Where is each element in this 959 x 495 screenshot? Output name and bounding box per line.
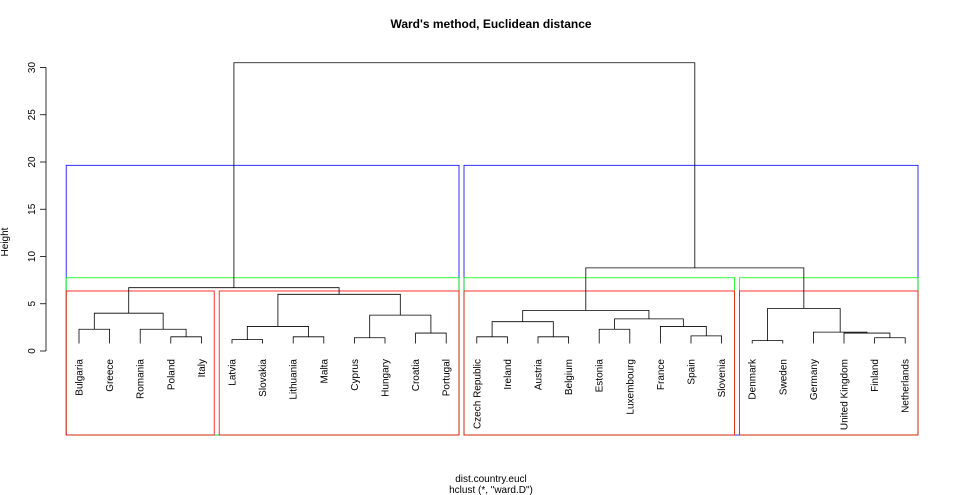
dendrogram-branch bbox=[246, 326, 309, 340]
y-axis-label: Height bbox=[0, 227, 11, 256]
dendrogram-tree bbox=[78, 62, 906, 344]
leaf-label: Estonia bbox=[595, 359, 606, 393]
dendrogram-branch bbox=[128, 287, 340, 314]
leaf-label: Romania bbox=[136, 359, 147, 399]
dendrogram-branch bbox=[690, 335, 722, 344]
leaf-label: Bulgaria bbox=[75, 359, 86, 396]
leaf-label: Germany bbox=[809, 359, 820, 400]
leaf-label: Italy bbox=[197, 359, 208, 377]
cluster-rectangle bbox=[739, 277, 919, 436]
leaf-label: Slovenia bbox=[717, 359, 728, 398]
dendrogram-branch bbox=[231, 339, 263, 344]
leaf-label: Poland bbox=[166, 359, 177, 390]
x-axis-subtitle: hclust (*, "ward.D") bbox=[449, 485, 533, 495]
dendrogram-branch bbox=[843, 332, 891, 344]
dendrogram-branch bbox=[170, 336, 202, 344]
cluster-rectangle bbox=[218, 290, 460, 436]
cluster-rectangle bbox=[65, 290, 215, 436]
leaf-label: Austria bbox=[534, 359, 545, 391]
y-tick-label: 30 bbox=[27, 62, 38, 74]
dendrogram-branch bbox=[537, 336, 569, 344]
y-tick-label: 10 bbox=[27, 251, 38, 263]
dendrogram-branch bbox=[751, 340, 784, 344]
leaf-label: Portugal bbox=[442, 359, 453, 396]
leaf-label: United Kingdom bbox=[840, 359, 851, 430]
chart-title: Ward's method, Euclidean distance bbox=[390, 17, 591, 31]
dendrogram-branch bbox=[277, 293, 401, 327]
y-tick-label: 0 bbox=[27, 348, 38, 354]
x-axis-label: dist.country.eucl bbox=[455, 474, 527, 485]
y-axis: 0 5 10 15 20 25 30 bbox=[27, 62, 47, 354]
leaf-label: Ireland bbox=[503, 359, 514, 390]
dendrogram-branch bbox=[813, 331, 868, 344]
leaf-label: Greece bbox=[105, 359, 116, 392]
dendrogram-branch bbox=[354, 337, 386, 344]
leaf-label: Croatia bbox=[411, 359, 422, 392]
dendrogram-branch bbox=[614, 318, 684, 330]
dendrogram-branch bbox=[415, 332, 447, 344]
dendrogram-branch bbox=[78, 328, 110, 344]
cluster-rectangle bbox=[463, 290, 735, 436]
leaf-label: Czech Republic bbox=[472, 359, 483, 429]
leaf-label: Cyprus bbox=[350, 359, 361, 391]
leaf-label: Lithuania bbox=[289, 359, 300, 400]
dendrogram-branch bbox=[767, 308, 841, 341]
dendrogram-branch bbox=[491, 321, 554, 337]
y-tick-label: 15 bbox=[27, 203, 38, 215]
dendrogram-branch bbox=[93, 312, 164, 330]
leaf-label: Netherlands bbox=[901, 359, 912, 413]
leaf-label: Belgium bbox=[564, 359, 575, 395]
dendrogram-branch bbox=[660, 326, 707, 344]
y-tick-label: 5 bbox=[27, 301, 38, 307]
dendrogram-branch bbox=[598, 328, 631, 344]
cluster-rectangle bbox=[739, 290, 919, 436]
dendrogram-branch bbox=[369, 314, 432, 338]
leaf-label: Sweden bbox=[778, 359, 789, 395]
cluster-rectangles bbox=[65, 164, 919, 436]
dendrogram-branch bbox=[476, 336, 508, 344]
dendrogram-branch bbox=[874, 337, 906, 344]
cluster-rectangle bbox=[463, 277, 735, 436]
leaf-label: Luxembourg bbox=[625, 359, 636, 415]
dendrogram-branch bbox=[139, 328, 187, 344]
leaf-label: Latvia bbox=[228, 359, 239, 386]
y-tick-label: 20 bbox=[27, 156, 38, 168]
leaf-label: Spain bbox=[687, 359, 698, 385]
dendrogram-branch bbox=[522, 309, 650, 322]
y-tick-label: 25 bbox=[27, 109, 38, 121]
dendrogram-branch bbox=[233, 62, 696, 288]
leaf-label: Malta bbox=[319, 359, 330, 384]
dendrogram-branch bbox=[585, 267, 805, 311]
leaf-label: Finland bbox=[870, 359, 881, 392]
leaf-label: France bbox=[656, 359, 667, 391]
leaf-label: Denmark bbox=[748, 358, 759, 400]
dendrogram-branch bbox=[292, 336, 325, 344]
leaf-label: Hungary bbox=[381, 359, 392, 397]
leaf-labels: Bulgaria Greece Romania Poland Italy Latvia Sl… bbox=[75, 358, 912, 430]
leaf-label: Slovakia bbox=[258, 359, 269, 397]
